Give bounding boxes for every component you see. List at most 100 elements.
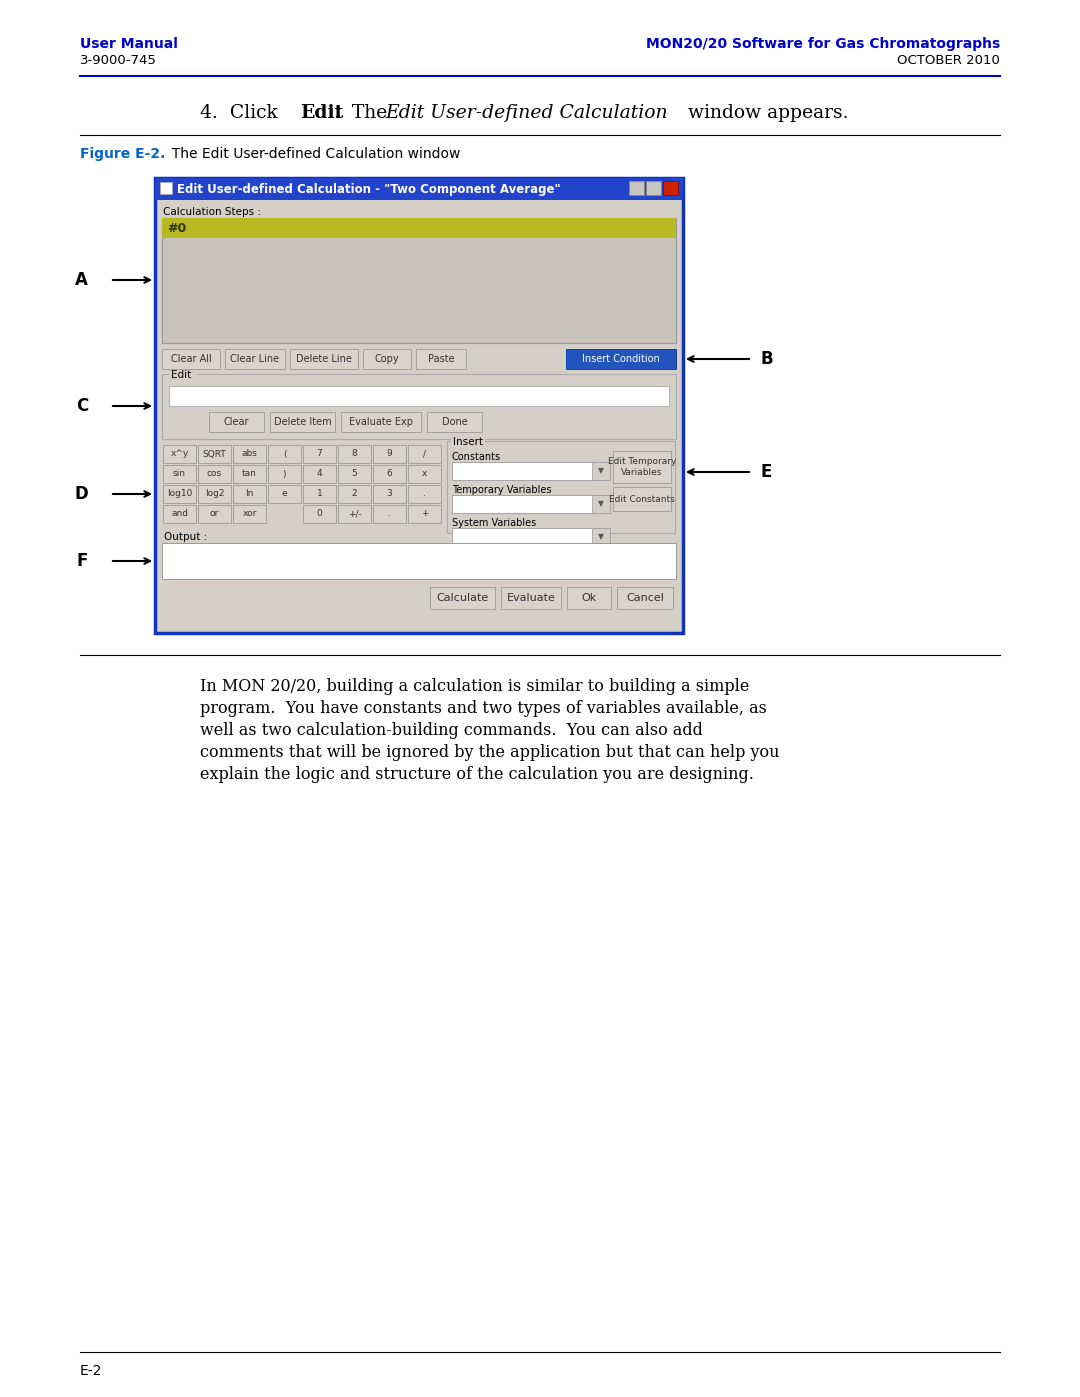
Text: Clear Line: Clear Line xyxy=(230,353,280,365)
Text: e: e xyxy=(282,489,287,499)
Text: Output :: Output : xyxy=(164,532,207,542)
Text: Paste: Paste xyxy=(428,353,455,365)
Text: sin: sin xyxy=(173,469,186,479)
Text: Calculation Steps :: Calculation Steps : xyxy=(163,207,261,217)
Bar xyxy=(198,485,231,503)
Text: 2: 2 xyxy=(352,489,357,499)
Text: Edit User-defined Calculation: Edit User-defined Calculation xyxy=(384,103,667,122)
Bar xyxy=(408,465,441,483)
Bar xyxy=(270,412,335,432)
Text: ln: ln xyxy=(245,489,254,499)
Text: Evaluate: Evaluate xyxy=(507,592,555,604)
Bar xyxy=(162,218,676,237)
Text: and: and xyxy=(171,510,188,518)
Text: 5: 5 xyxy=(352,469,357,479)
Bar xyxy=(338,485,372,503)
Bar xyxy=(567,587,611,609)
Text: MON20/20 Software for Gas Chromatographs: MON20/20 Software for Gas Chromatographs xyxy=(646,36,1000,52)
Text: .: . xyxy=(423,489,426,499)
Bar xyxy=(268,465,301,483)
Text: ▼: ▼ xyxy=(598,532,604,542)
Text: ): ) xyxy=(283,469,286,479)
Bar xyxy=(363,349,411,369)
Bar xyxy=(268,446,301,462)
Text: Calculate: Calculate xyxy=(436,592,488,604)
Text: Insert Condition: Insert Condition xyxy=(582,353,660,365)
Bar xyxy=(592,528,610,546)
Bar xyxy=(291,349,357,369)
Text: C: C xyxy=(76,397,87,415)
Bar xyxy=(416,349,465,369)
Bar xyxy=(163,465,195,483)
Text: 3: 3 xyxy=(387,489,392,499)
Text: Delete Line: Delete Line xyxy=(296,353,352,365)
Text: Edit: Edit xyxy=(171,370,191,380)
Text: B: B xyxy=(760,351,772,367)
Bar xyxy=(338,446,372,462)
Bar xyxy=(163,504,195,522)
Text: A: A xyxy=(76,271,87,289)
Bar xyxy=(303,446,336,462)
Text: Figure E-2.: Figure E-2. xyxy=(80,147,165,161)
Text: x^y: x^y xyxy=(171,450,189,458)
Text: or: or xyxy=(210,510,219,518)
Bar xyxy=(163,485,195,503)
Bar xyxy=(447,441,675,534)
Bar xyxy=(162,374,676,439)
Text: Constants: Constants xyxy=(453,453,501,462)
Bar xyxy=(646,182,661,196)
Text: log10: log10 xyxy=(166,489,192,499)
Bar xyxy=(160,182,172,194)
Text: D: D xyxy=(75,485,87,503)
Bar xyxy=(162,543,676,578)
Text: ▼: ▼ xyxy=(598,500,604,509)
Bar xyxy=(198,465,231,483)
Bar xyxy=(303,485,336,503)
Text: 3-9000-745: 3-9000-745 xyxy=(80,54,157,67)
Text: .: . xyxy=(388,510,391,518)
Bar xyxy=(233,465,266,483)
Text: (: ( xyxy=(283,450,286,458)
Text: /: / xyxy=(423,450,426,458)
Text: Done: Done xyxy=(442,416,468,427)
Text: Edit Constants: Edit Constants xyxy=(609,495,675,503)
Text: window appears.: window appears. xyxy=(681,103,849,122)
Bar xyxy=(163,446,195,462)
Bar xyxy=(501,587,561,609)
Text: System Variables: System Variables xyxy=(453,518,537,528)
Text: 4: 4 xyxy=(316,469,322,479)
Text: .  The: . The xyxy=(334,103,393,122)
Bar xyxy=(408,446,441,462)
Text: OCTOBER 2010: OCTOBER 2010 xyxy=(897,54,1000,67)
Text: Delete Item: Delete Item xyxy=(273,416,332,427)
Bar xyxy=(629,182,644,196)
Bar xyxy=(156,177,683,200)
Text: Evaluate Exp: Evaluate Exp xyxy=(349,416,413,427)
Text: E-2: E-2 xyxy=(80,1363,103,1377)
Bar xyxy=(198,446,231,462)
Text: Cancel: Cancel xyxy=(626,592,664,604)
Bar xyxy=(613,451,671,483)
Text: +: + xyxy=(421,510,429,518)
Text: 9: 9 xyxy=(387,450,392,458)
Bar xyxy=(453,462,610,481)
Bar xyxy=(373,446,406,462)
Bar xyxy=(303,465,336,483)
Bar xyxy=(225,349,285,369)
Text: In MON 20/20, building a calculation is similar to building a simple: In MON 20/20, building a calculation is … xyxy=(200,678,750,694)
Bar xyxy=(592,462,610,481)
Text: comments that will be ignored by the application but that can help you: comments that will be ignored by the app… xyxy=(200,745,780,761)
Bar xyxy=(427,412,482,432)
Text: User Manual: User Manual xyxy=(80,36,178,52)
Bar xyxy=(156,177,683,633)
Bar xyxy=(566,349,676,369)
Bar xyxy=(303,504,336,522)
Bar xyxy=(373,504,406,522)
Text: Edit User-defined Calculation - "Two Component Average": Edit User-defined Calculation - "Two Com… xyxy=(177,183,561,197)
Text: 6: 6 xyxy=(387,469,392,479)
Text: Edit: Edit xyxy=(300,103,343,122)
Bar xyxy=(168,372,197,381)
Bar xyxy=(233,446,266,462)
Bar xyxy=(268,485,301,503)
Bar xyxy=(198,504,231,522)
